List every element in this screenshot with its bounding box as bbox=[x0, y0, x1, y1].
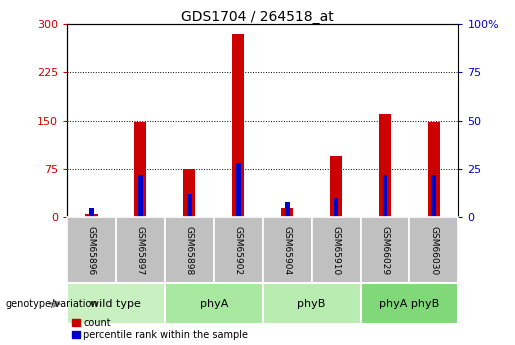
Bar bbox=[138, 175, 143, 217]
Bar bbox=[432, 175, 436, 217]
Bar bbox=[67, 217, 116, 283]
Bar bbox=[330, 156, 342, 217]
Bar bbox=[85, 214, 97, 217]
Bar bbox=[232, 34, 244, 217]
Text: GSM65897: GSM65897 bbox=[136, 226, 145, 275]
Text: GSM65898: GSM65898 bbox=[185, 226, 194, 275]
Bar bbox=[312, 217, 360, 283]
Bar bbox=[67, 283, 165, 324]
Text: phyA phyB: phyA phyB bbox=[380, 299, 439, 308]
Text: GSM66030: GSM66030 bbox=[430, 226, 438, 275]
Legend: count, percentile rank within the sample: count, percentile rank within the sample bbox=[72, 318, 248, 340]
Text: phyB: phyB bbox=[297, 299, 326, 308]
Bar bbox=[183, 169, 195, 217]
Text: wild type: wild type bbox=[91, 299, 141, 308]
Bar bbox=[263, 283, 360, 324]
Bar bbox=[285, 202, 289, 217]
Bar bbox=[360, 217, 409, 283]
Bar bbox=[379, 114, 391, 217]
Bar bbox=[334, 198, 338, 217]
Bar bbox=[165, 217, 214, 283]
Bar bbox=[134, 122, 146, 217]
Text: GDS1704 / 264518_at: GDS1704 / 264518_at bbox=[181, 10, 334, 24]
Bar bbox=[116, 217, 165, 283]
Text: GSM65904: GSM65904 bbox=[283, 226, 291, 275]
Bar bbox=[409, 217, 458, 283]
Text: GSM65910: GSM65910 bbox=[332, 226, 340, 275]
Text: GSM65902: GSM65902 bbox=[234, 226, 243, 275]
Bar bbox=[236, 163, 241, 217]
Bar bbox=[89, 208, 94, 217]
Bar bbox=[428, 122, 440, 217]
Bar bbox=[360, 283, 458, 324]
Text: GSM65896: GSM65896 bbox=[87, 226, 96, 275]
Bar bbox=[214, 217, 263, 283]
Bar bbox=[281, 208, 293, 217]
Bar bbox=[187, 194, 192, 217]
Bar bbox=[165, 283, 263, 324]
Bar bbox=[263, 217, 312, 283]
Text: phyA: phyA bbox=[199, 299, 228, 308]
Text: GSM66029: GSM66029 bbox=[381, 226, 389, 275]
Bar bbox=[383, 175, 387, 217]
Text: genotype/variation: genotype/variation bbox=[5, 299, 98, 308]
